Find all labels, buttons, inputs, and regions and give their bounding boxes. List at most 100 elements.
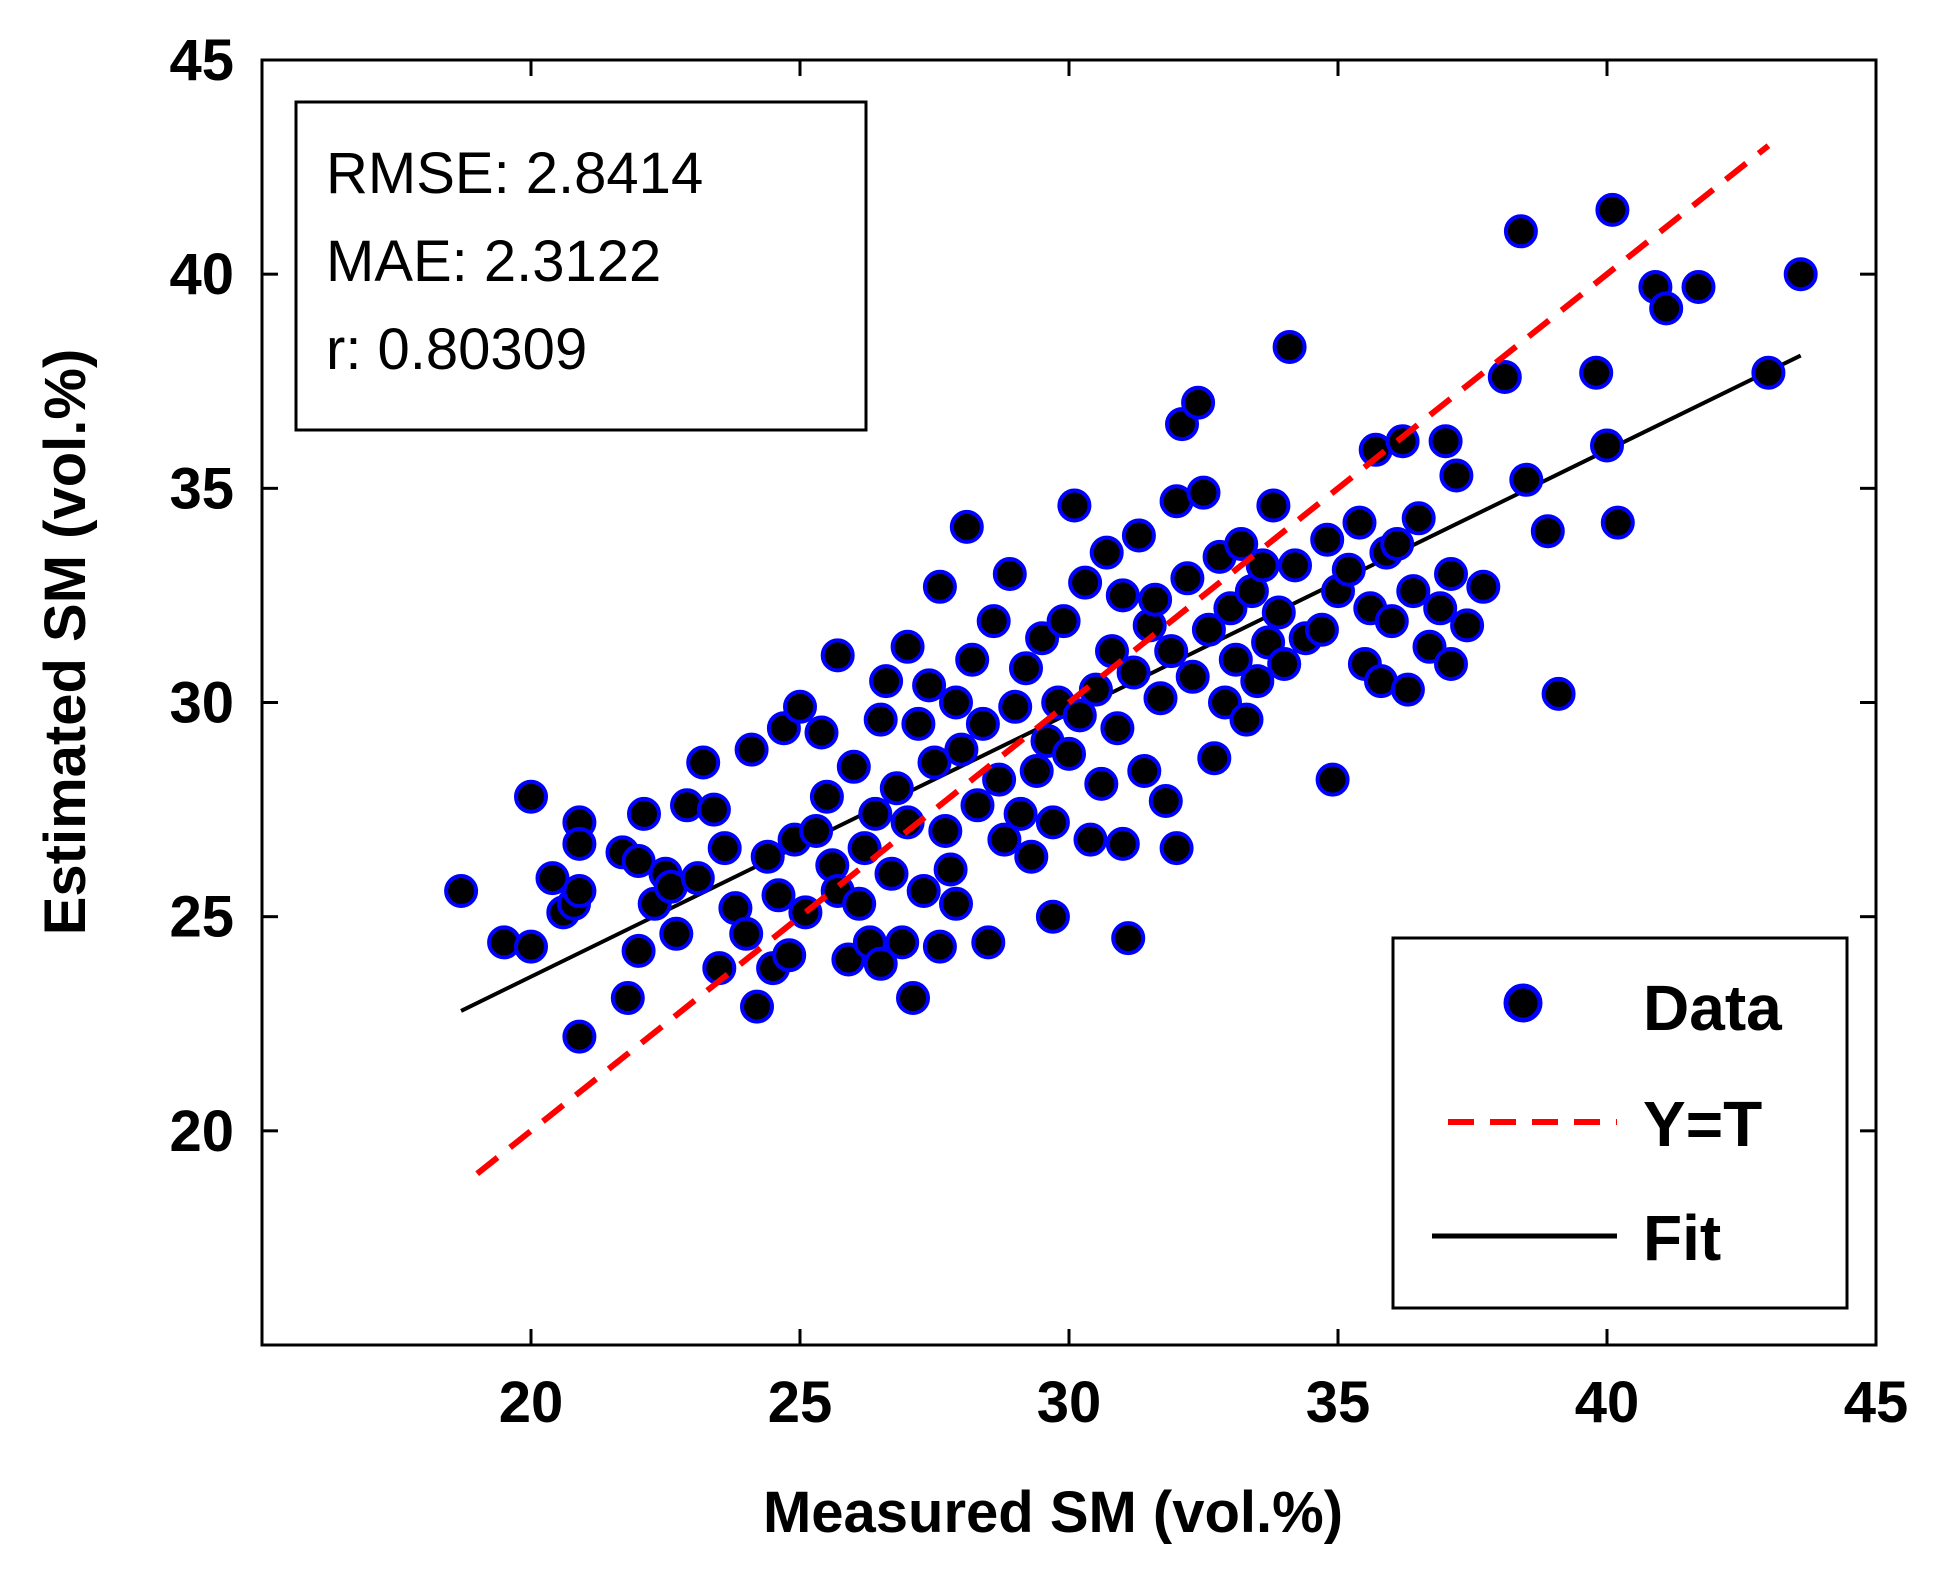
data-point [992, 557, 1027, 591]
y-tick-label: 25 [169, 885, 234, 950]
data-point [1170, 561, 1205, 596]
data-point [1218, 642, 1253, 677]
data-point [1439, 458, 1474, 493]
data-point [1138, 582, 1173, 617]
data-point [1068, 565, 1103, 600]
data-point [535, 861, 570, 896]
data-point [1084, 766, 1119, 801]
data-point [1116, 655, 1151, 690]
data-point [1186, 475, 1221, 510]
data-point [842, 886, 877, 921]
data-point [659, 916, 694, 951]
data-point [1310, 522, 1345, 557]
data-point [1046, 604, 1081, 639]
data-point [1213, 591, 1248, 626]
data-point [621, 844, 656, 878]
data-point [971, 925, 1006, 960]
data-point [1191, 612, 1226, 647]
data-point [1111, 921, 1146, 956]
stats-box: RMSE: 2.8414 MAE: 2.3122 r: 0.80309 [294, 100, 868, 432]
data-point [928, 814, 963, 848]
identity-line [475, 143, 1771, 1177]
data-point [444, 874, 479, 908]
data-point [1261, 595, 1296, 630]
data-point [1105, 578, 1140, 613]
data-point [1035, 805, 1070, 840]
data-point [514, 779, 548, 814]
x-tick-label: 25 [768, 1370, 833, 1435]
data-point [1197, 741, 1232, 776]
data-point [1014, 839, 1049, 874]
data-point [1390, 672, 1425, 707]
data-point [1009, 651, 1043, 686]
data-point [1595, 192, 1630, 227]
data-point [885, 925, 920, 960]
data-point [1530, 514, 1565, 549]
data-point [809, 779, 844, 814]
data-point [1466, 569, 1501, 604]
data-point [955, 642, 990, 677]
data-point [783, 689, 817, 724]
legend-identity-label: Y=T [1643, 1088, 1762, 1160]
stats-box-frame [294, 100, 868, 432]
data-point [1278, 548, 1312, 583]
data-point [1423, 591, 1458, 626]
data-point [1100, 711, 1135, 746]
data-point [1181, 385, 1216, 420]
data-point [820, 638, 855, 673]
data-point [949, 509, 984, 544]
data-point [1229, 702, 1264, 737]
data-point [1428, 424, 1463, 459]
data-point [1401, 501, 1436, 536]
data-point [998, 689, 1033, 724]
data-point [1245, 548, 1280, 583]
data-point [874, 856, 909, 891]
data-point [869, 664, 904, 699]
data-point [1600, 505, 1635, 540]
data-point [1143, 681, 1178, 716]
data-point [1073, 822, 1108, 857]
data-point [1062, 698, 1097, 733]
data-point [1089, 535, 1124, 570]
data-point [686, 745, 721, 780]
data-point [1579, 355, 1614, 390]
data-point [1154, 634, 1189, 669]
plot-frame [260, 58, 1878, 1347]
x-axis-title: Measured SM (vol.%) [763, 1480, 1343, 1545]
data-point [1751, 355, 1786, 390]
x-tick-label: 45 [1844, 1370, 1909, 1435]
data-point [1541, 676, 1576, 711]
data-point [976, 604, 1011, 639]
data-point [901, 706, 936, 741]
data-point [1035, 899, 1070, 934]
data-point [922, 569, 957, 604]
r-text: r: 0.80309 [326, 317, 587, 382]
data-point [1240, 664, 1275, 699]
x-tick-label: 40 [1575, 1370, 1640, 1435]
data-point [562, 826, 597, 861]
data-point [987, 822, 1022, 857]
data-point [982, 762, 1017, 797]
x-tick-label: 30 [1037, 1370, 1102, 1435]
y-tick-label: 45 [169, 28, 234, 93]
y-tick-label: 30 [169, 671, 234, 736]
y-tick-label: 20 [169, 1099, 234, 1164]
data-point [960, 788, 995, 823]
y-axis-title-wrap: Estimated SM (vol.%) [33, 349, 98, 936]
data-point [1487, 360, 1522, 394]
data-point [939, 685, 973, 720]
y-axis-title: Estimated SM (vol.%) [33, 349, 98, 936]
data-point [1434, 647, 1468, 681]
data-point [562, 874, 597, 908]
tick-layer: 20 25 30 35 40 45 20 25 30 35 40 45 [169, 28, 1908, 1435]
data-point [890, 629, 925, 664]
data-point [627, 796, 661, 831]
data-point [917, 745, 952, 780]
data-point [906, 874, 941, 908]
y-tick-label: 40 [169, 242, 234, 307]
data-point [562, 1019, 597, 1054]
data-point [944, 732, 979, 767]
x-tick-label: 20 [499, 1370, 564, 1435]
data-point [1121, 518, 1156, 553]
